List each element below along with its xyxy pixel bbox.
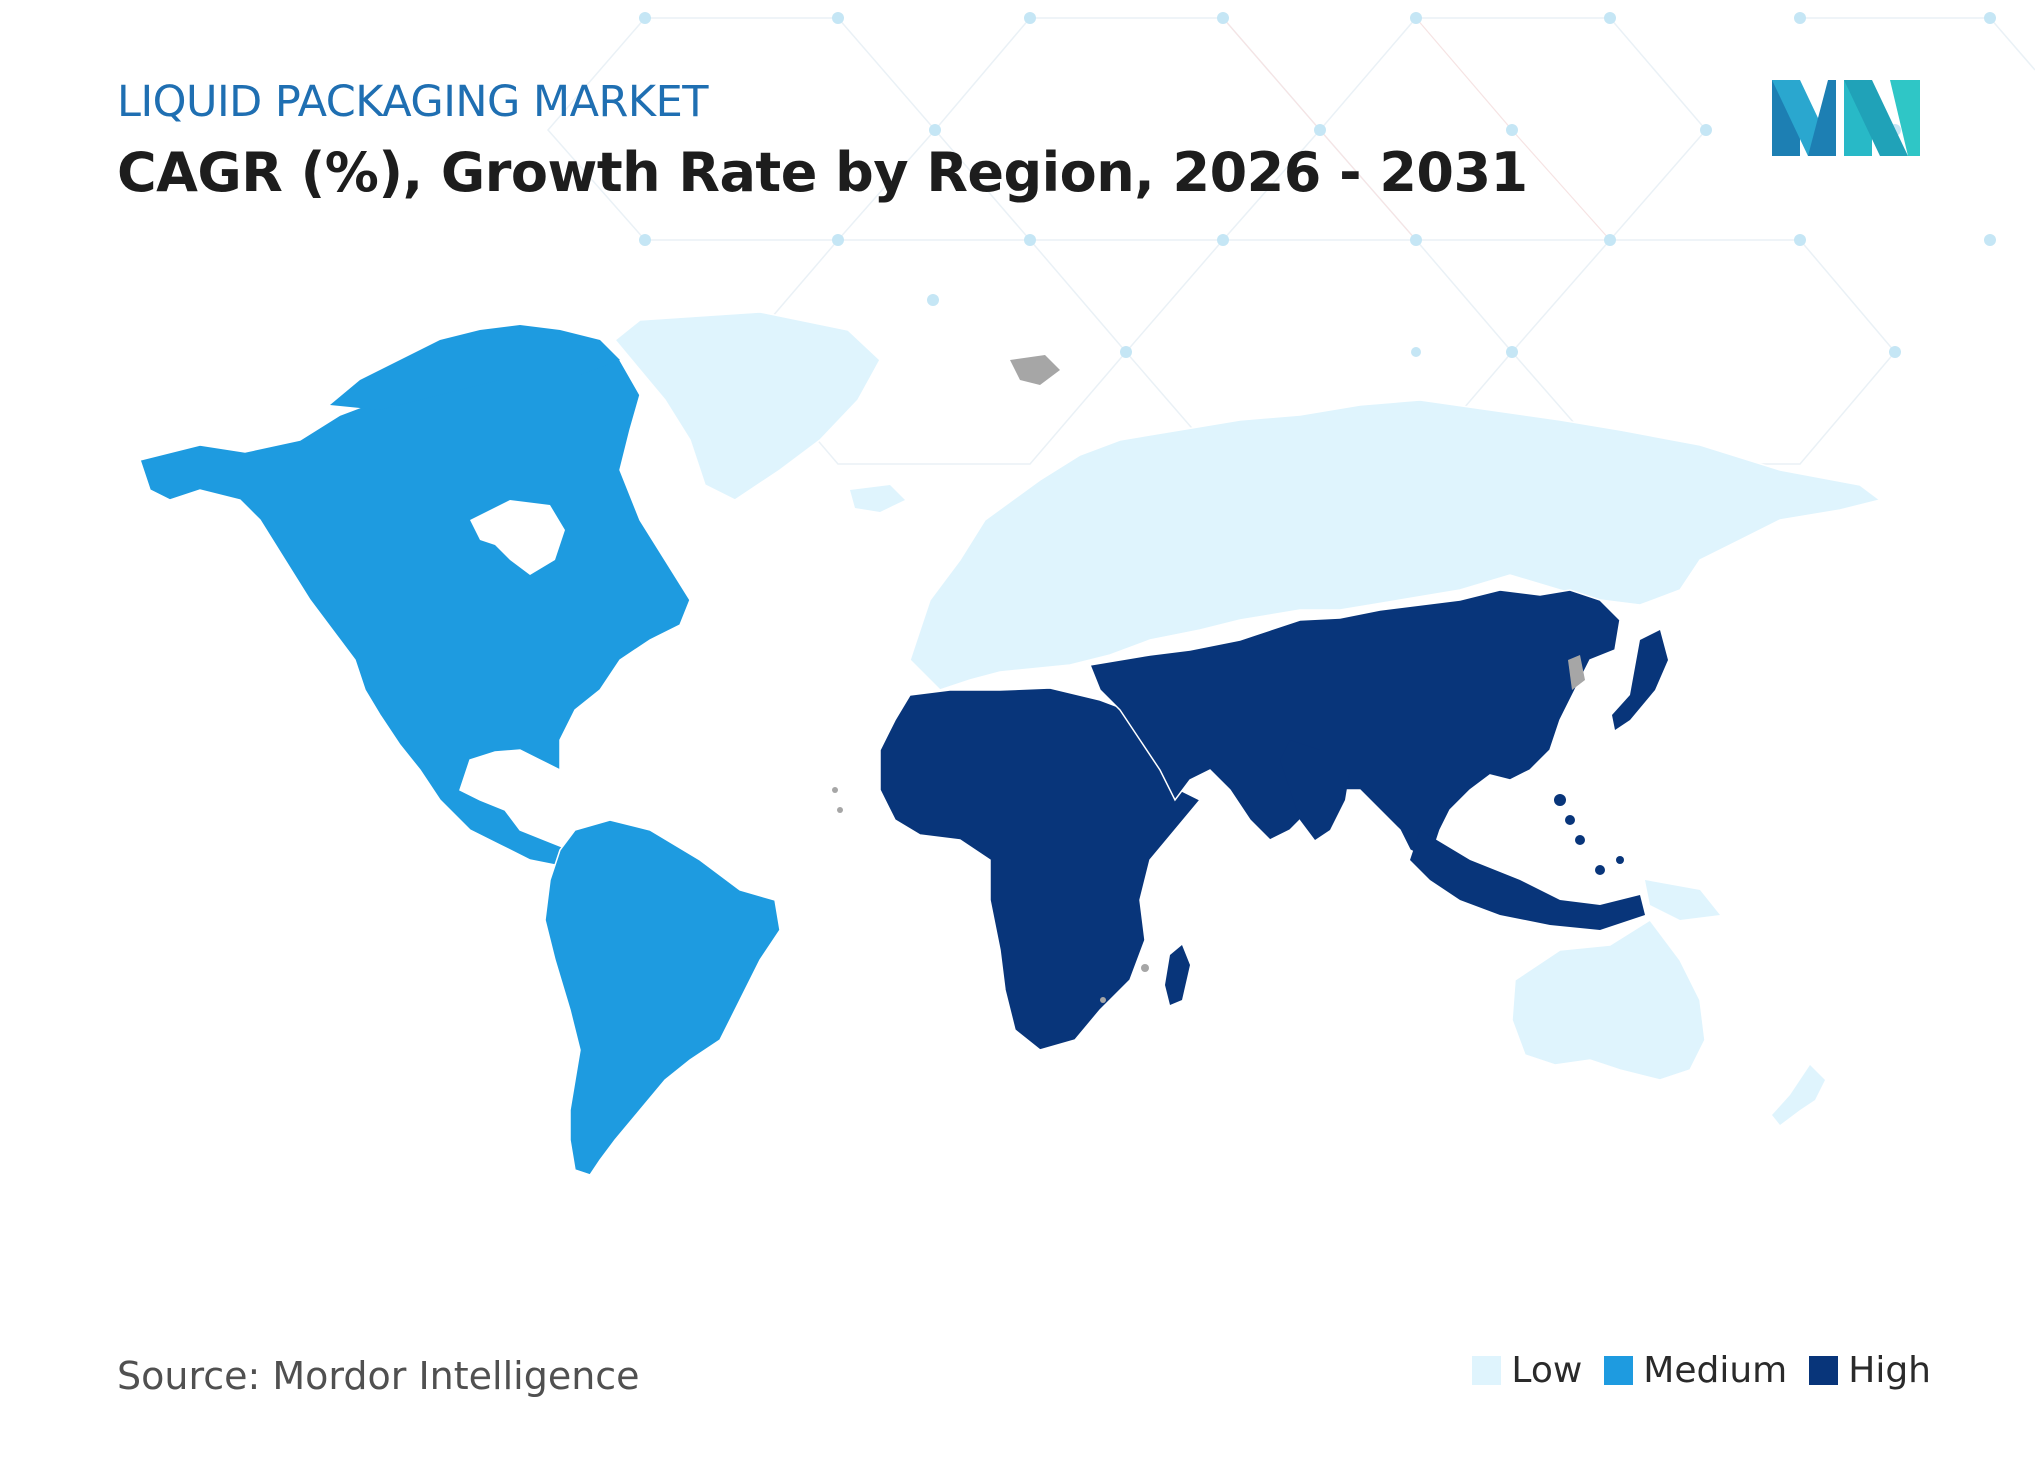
legend-swatch-high <box>1809 1356 1839 1385</box>
region-iceland[interactable] <box>850 485 905 512</box>
region-south-america[interactable] <box>544 819 781 1176</box>
legend-label-medium: Medium <box>1643 1350 1788 1391</box>
feature-hudson-bay <box>470 500 565 575</box>
region-greenland[interactable] <box>613 311 881 501</box>
region-europe-russia[interactable] <box>909 399 1882 691</box>
region-papua[interactable] <box>1645 880 1720 920</box>
region-india[interactable] <box>1280 740 1350 840</box>
source-note: Source: Mordor Intelligence <box>117 1354 640 1398</box>
legend-swatch-medium <box>1604 1356 1634 1385</box>
legend-label-low: Low <box>1511 1350 1583 1391</box>
chart-header: LIQUID PACKAGING MARKET CAGR (%), Growth… <box>117 72 1528 208</box>
legend-label-high: High <box>1848 1350 1931 1391</box>
region-southeast-asia[interactable] <box>1410 830 1645 930</box>
mordor-intelligence-logo <box>1772 80 1920 156</box>
map-legend: Low Medium High <box>1450 1350 1931 1391</box>
legend-item-medium: Medium <box>1604 1350 1787 1391</box>
region-islands <box>1554 794 1624 875</box>
region-canada-arctic[interactable] <box>330 325 620 410</box>
region-new-zealand[interactable] <box>1772 1065 1825 1125</box>
chart-title: CAGR (%), Growth Rate by Region, 2026 - … <box>117 141 1528 204</box>
chart-subtitle: LIQUID PACKAGING MARKET <box>117 77 709 127</box>
region-north-america[interactable] <box>139 329 691 866</box>
region-japan[interactable] <box>1612 630 1668 730</box>
region-madagascar[interactable] <box>1165 945 1190 1005</box>
region-australia[interactable] <box>1511 918 1706 1081</box>
region-asia-middle-east[interactable] <box>1088 589 1621 862</box>
legend-item-high: High <box>1809 1350 1931 1391</box>
region-no-data <box>832 355 1585 1003</box>
legend-swatch-low <box>1472 1356 1502 1385</box>
legend-item-low: Low <box>1472 1350 1582 1391</box>
